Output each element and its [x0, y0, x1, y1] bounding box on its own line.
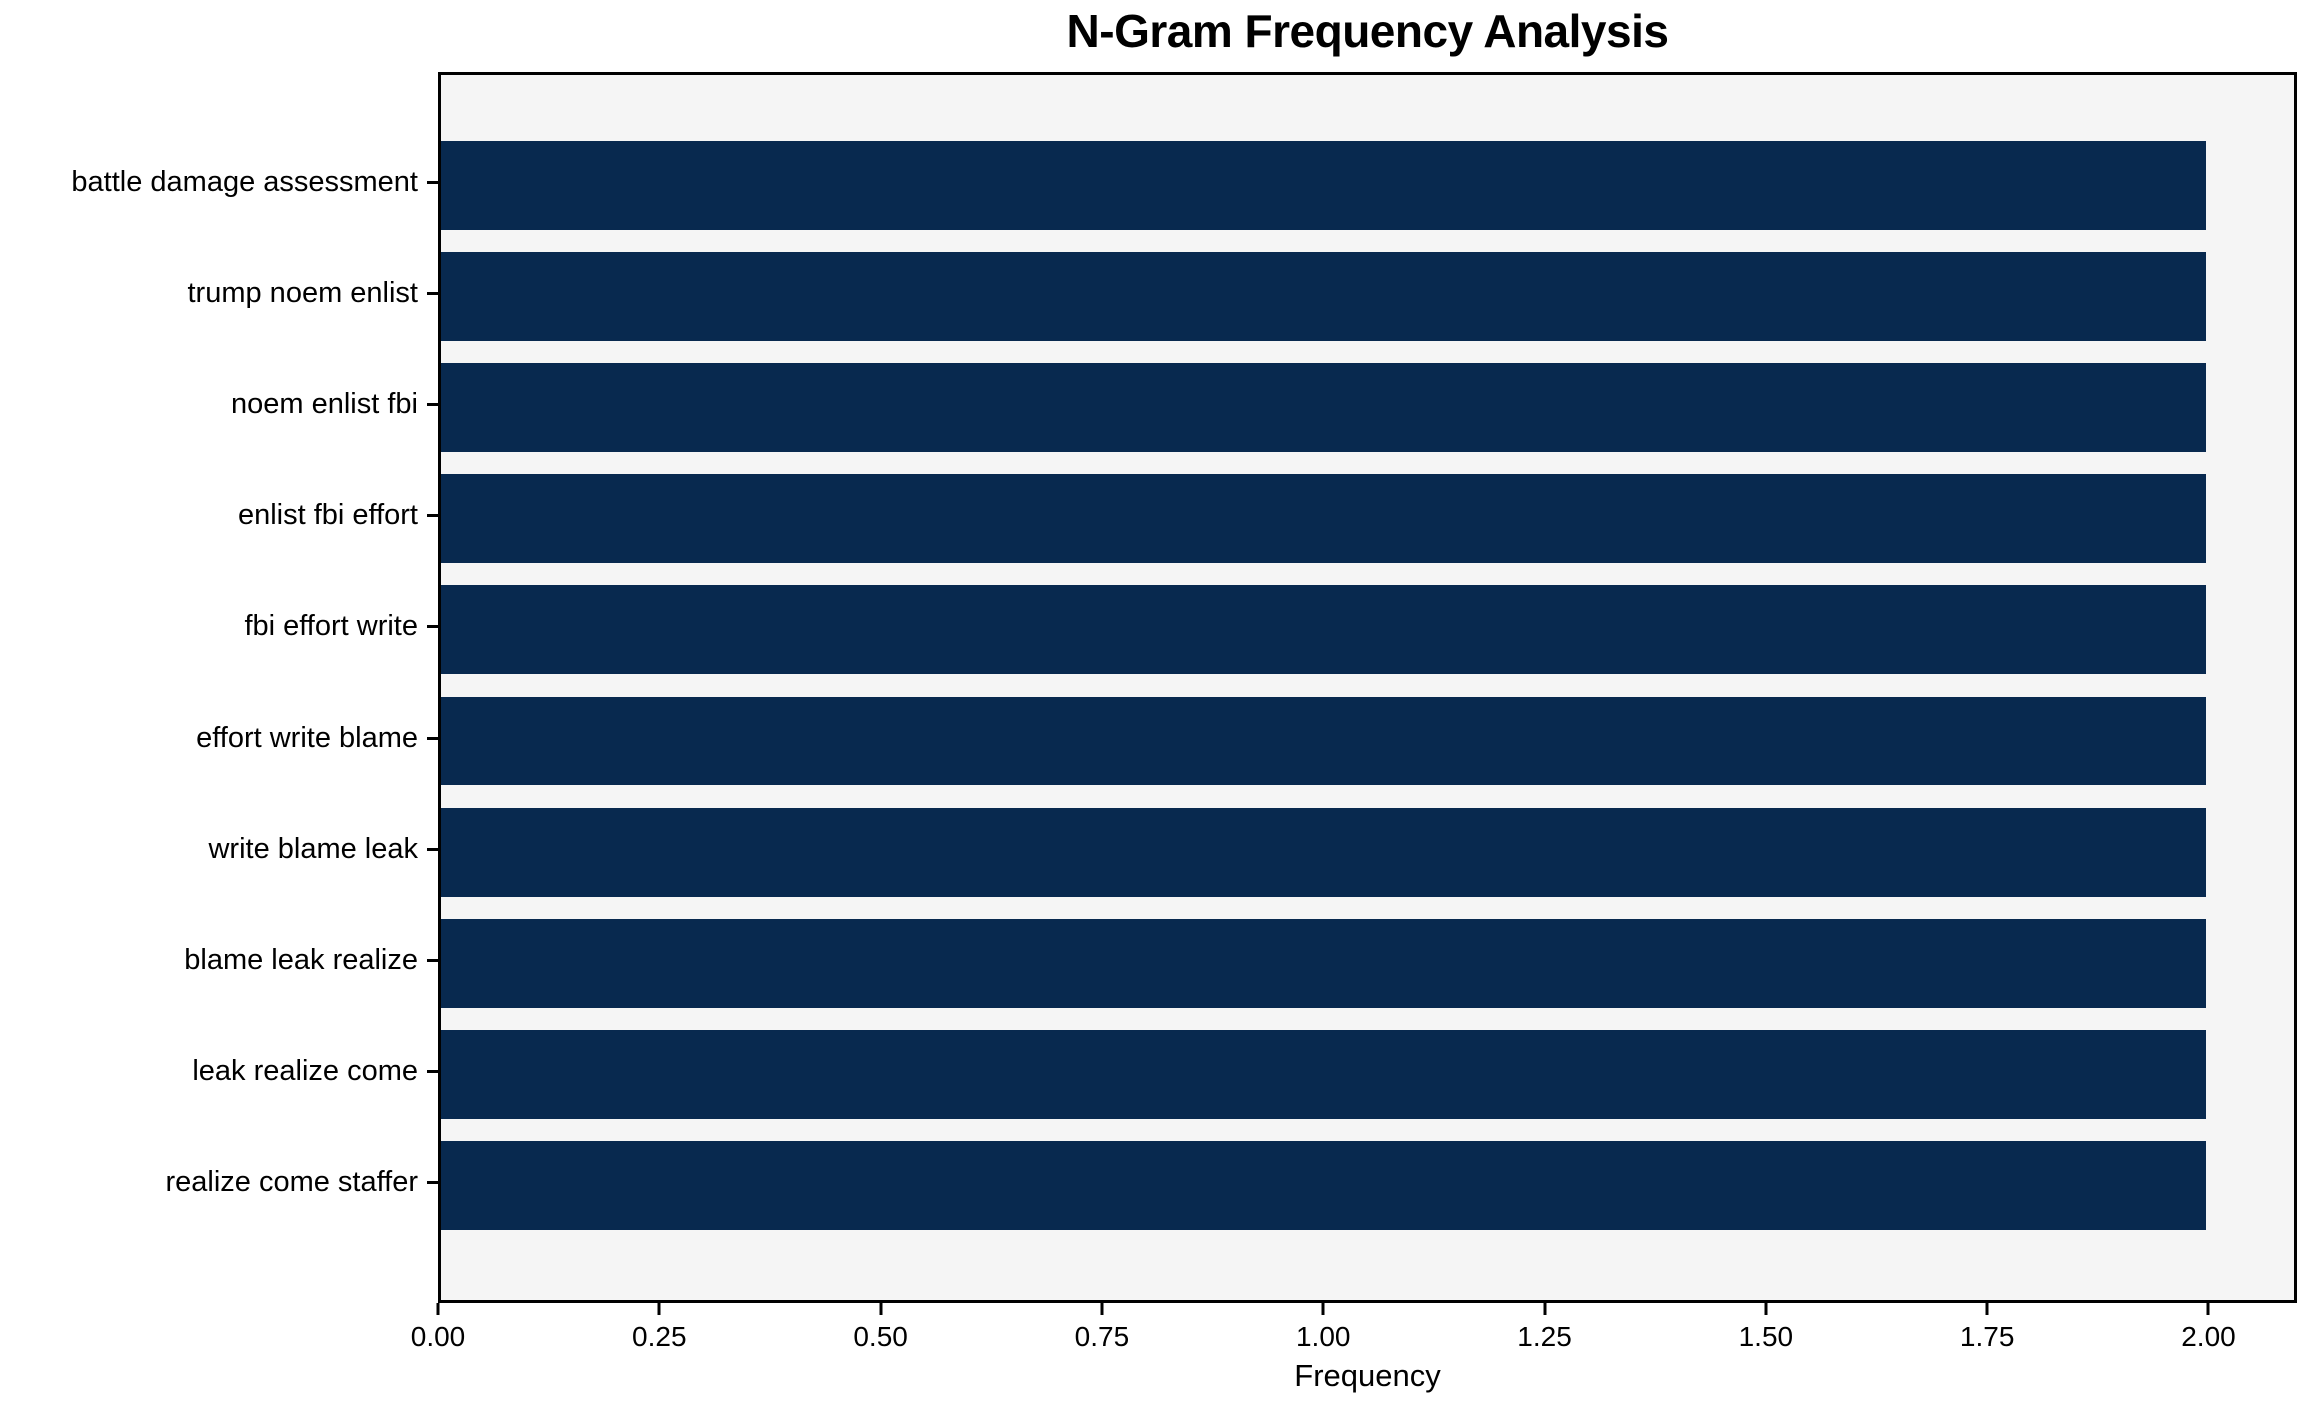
x-tick-mark [879, 1303, 883, 1315]
plot-area [438, 72, 2297, 1303]
y-tick-mark [427, 1069, 438, 1073]
bar [441, 585, 2206, 675]
x-tick-label: 1.25 [1517, 1321, 1572, 1352]
x-tick-mark [1764, 1303, 1768, 1315]
x-tick-mark [1100, 1303, 1104, 1315]
y-tick-mark [427, 625, 438, 629]
bar [441, 141, 2206, 230]
y-label-row: blame leak realize [0, 905, 438, 1016]
bar-slot [441, 352, 2294, 463]
bars-region [441, 130, 2294, 1241]
bar [441, 252, 2206, 342]
bar-slot [441, 797, 2294, 908]
y-tick-label: trump noem enlist [187, 277, 419, 310]
x-tick-mark [1321, 1303, 1325, 1315]
x-tick-label: 1.75 [1959, 1321, 2015, 1352]
bar-slot [441, 574, 2294, 685]
y-tick-label: enlist fbi effort [237, 499, 418, 532]
y-tick-mark [427, 181, 438, 185]
chart-title: N-Gram Frequency Analysis [1066, 5, 1669, 57]
bar-slot [441, 908, 2294, 1019]
y-label-row: noem enlist fbi [0, 349, 438, 460]
y-label-row: enlist fbi effort [0, 460, 438, 571]
y-tick-mark [427, 292, 438, 296]
y-tick-label: realize come staffer [165, 1165, 418, 1198]
y-tick-mark [427, 847, 438, 851]
x-tick-label: 2.00 [2181, 1321, 2236, 1352]
y-tick-mark [427, 514, 438, 518]
y-label-row: leak realize come [0, 1016, 438, 1127]
x-tick-label: 0.75 [1074, 1321, 1130, 1352]
bar [441, 696, 2206, 786]
bar-slot [441, 1019, 2294, 1130]
bar [441, 807, 2206, 897]
bar [441, 1140, 2206, 1230]
y-tick-label: noem enlist fbi [231, 388, 418, 421]
x-tick-label: 0.25 [632, 1321, 687, 1352]
y-tick-label: battle damage assessment [71, 166, 418, 199]
x-tick-mark [2206, 1303, 2210, 1315]
y-tick-label: blame leak realize [184, 943, 418, 976]
y-tick-mark [427, 1180, 438, 1184]
bar [441, 363, 2206, 453]
y-tick-mark [427, 958, 438, 962]
y-tick-label: leak realize come [192, 1054, 418, 1087]
y-tick-mark [427, 403, 438, 407]
y-tick-mark [427, 736, 438, 740]
bar-slot [441, 463, 2294, 574]
y-label-row: trump noem enlist [0, 238, 438, 349]
x-axis-title: Frequency [1294, 1358, 1441, 1393]
y-axis-labels: battle damage assessment trump noem enlis… [0, 127, 438, 1238]
y-label-row: realize come staffer [0, 1127, 438, 1238]
y-label-row: battle damage assessment [0, 127, 438, 238]
x-tick-mark [1985, 1303, 1989, 1315]
x-tick-mark [657, 1303, 661, 1315]
y-tick-label: effort write blame [196, 721, 418, 754]
bar [441, 1029, 2206, 1119]
bar-slot [441, 1130, 2294, 1241]
bar-slot [441, 685, 2294, 796]
y-tick-label: fbi effort write [244, 610, 418, 643]
bar [441, 474, 2206, 564]
x-axis-ticks: 0.00 0.25 0.50 0.75 1.00 1.25 1.50 1.75 2.00 [411, 1303, 2297, 1363]
y-tick-label: write blame leak [208, 832, 418, 865]
x-tick-mark [1543, 1303, 1547, 1315]
x-tick-label: 1.50 [1738, 1321, 1794, 1352]
y-label-row: effort write blame [0, 682, 438, 793]
x-tick-mark [436, 1303, 440, 1315]
bar-slot [441, 130, 2294, 241]
x-tick-label: 0.00 [410, 1321, 466, 1352]
y-label-row: fbi effort write [0, 571, 438, 682]
bar [441, 918, 2206, 1008]
y-label-row: write blame leak [0, 794, 438, 905]
x-tick-label: 1.00 [1295, 1321, 1351, 1352]
bar-slot [441, 241, 2294, 352]
x-tick-label: 0.50 [853, 1321, 908, 1352]
